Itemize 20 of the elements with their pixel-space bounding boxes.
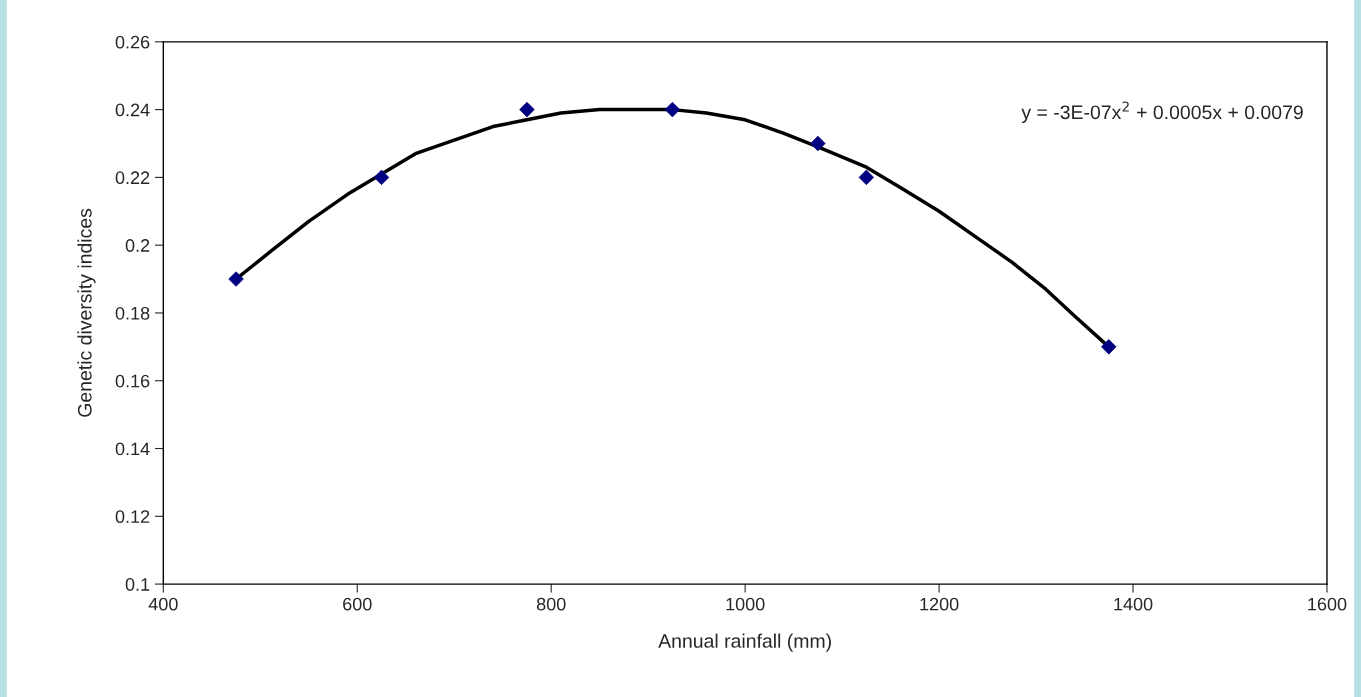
y-tick-label: 0.24 [115,103,150,117]
x-tick-label: 800 [536,597,566,611]
x-axis-title: Annual rainfall (mm) [658,633,831,652]
y-tick-label: 0.14 [115,442,150,456]
y-tick-label: 0.16 [115,374,150,388]
y-tick-label: 0.1 [125,578,150,591]
y-tick-label: 0.26 [115,35,150,49]
y-tick-label: 0.22 [115,171,150,185]
y-axis-title: Genetic diversity indices [77,208,96,417]
x-tick-label: 400 [148,597,178,611]
x-tick-label: 1200 [920,597,959,611]
x-tick-label: 1400 [1114,597,1153,611]
y-tick-label: 0.2 [125,239,150,252]
x-tick-label: 1000 [726,597,765,611]
x-tick-label: 1600 [1308,597,1347,611]
annotation: y = -3E-07x$^{2}$ + 0.0005x + 0.0079 [1021,101,1303,124]
point [373,169,390,186]
y-tick-label: 0.18 [115,306,150,320]
x-tick-label: 600 [343,597,372,611]
y-tick-label: 0.12 [115,510,150,524]
